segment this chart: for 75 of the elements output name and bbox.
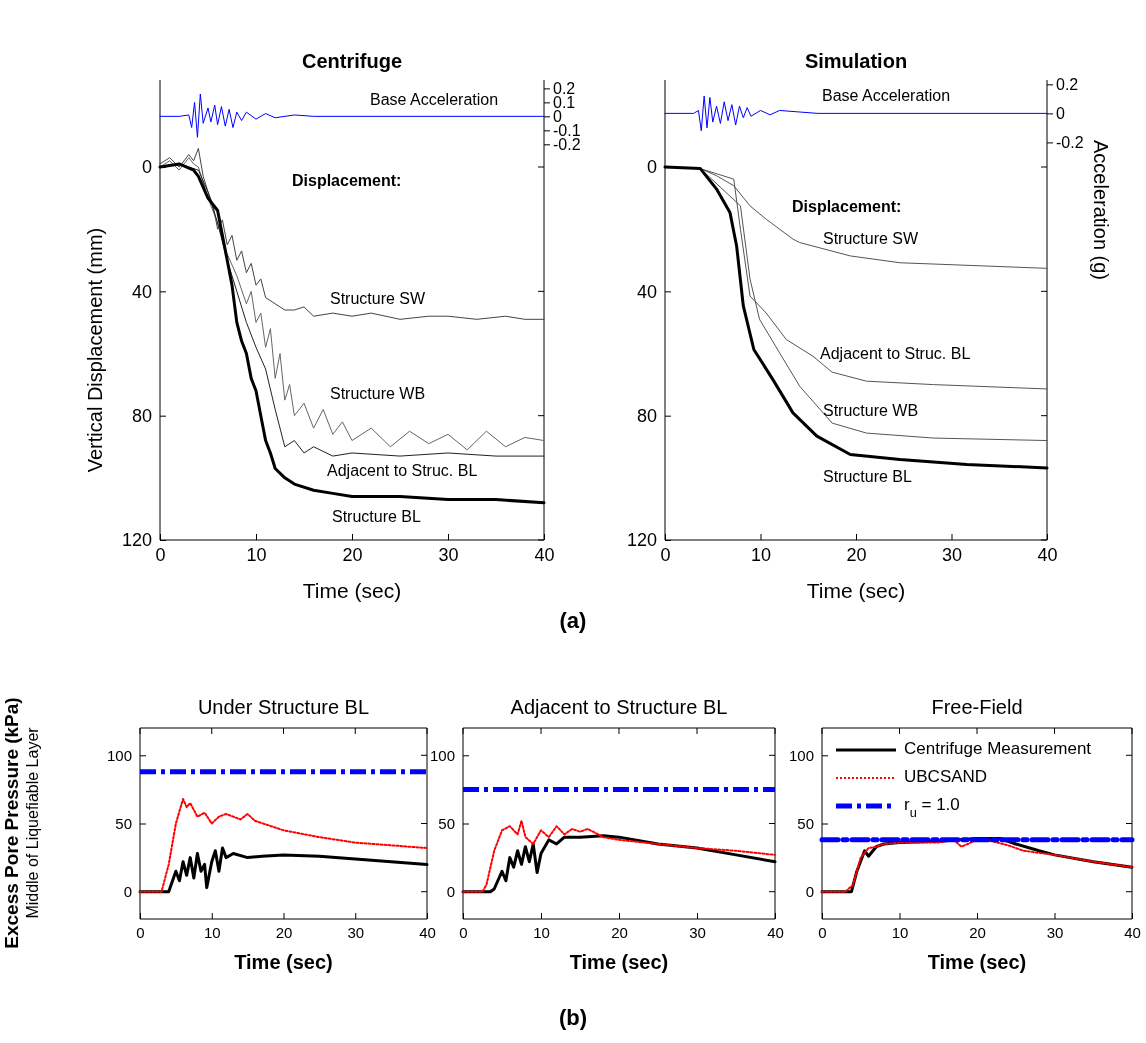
x-tick-label: 10 [533,923,550,941]
x-tick-label: 30 [941,544,963,565]
y-tick-label: 50 [115,814,132,832]
x-axis-title: Time (sec) [569,951,669,973]
x-tick-label: 40 [419,923,436,941]
y-tick-label: 120 [626,530,657,551]
x-tick-label: 0 [459,923,468,941]
x-tick-label: 30 [438,544,459,565]
x-tick-label: 20 [846,544,867,565]
x-tick-label: 30 [347,923,365,941]
y-tick-label: 80 [636,405,657,426]
x-tick-label: 20 [342,544,363,565]
x-tick-label: 0 [155,544,166,565]
x-tick-label: 40 [1037,544,1058,565]
y2-axis-title: Acceleration (g) [1090,139,1112,281]
chart-title: Adjacent to Structure BL [510,696,728,718]
y-tick-label: 50 [438,814,455,832]
y-tick-label: 100 [106,746,132,764]
annotation: Displacement: [792,198,902,215]
x-tick-label: 40 [767,923,784,941]
x-axis-title: Time (sec) [302,579,402,602]
y-axis-title: Vertical Displacement (mm) [84,227,106,473]
chart-title: Centrifuge [302,50,402,72]
y-tick-label: 100 [429,746,455,764]
x-axis-title: Time (sec) [806,579,906,602]
x-tick-label: 10 [750,544,772,565]
y-tick-label: 0 [141,157,152,178]
series-label: Structure BL [332,508,422,526]
x-tick-label: 30 [689,923,706,941]
x-axis-title: Time (sec) [927,951,1027,973]
y-tick-label: 50 [797,814,814,832]
series-label: Structure BL [823,468,913,486]
x-tick-label: 0 [818,923,827,941]
legend-label: UBCSAND [904,767,988,787]
x-tick-label: 40 [534,544,555,565]
legend-label: Centrifuge Measurement [904,739,1092,759]
series-label: Adjacent to Struc. BL [820,345,971,363]
series-label: Base Acceleration [370,91,499,109]
legend-label: r$_{u}$ = 1.0 [904,795,960,820]
y2-tick-label: -0.2 [1056,134,1084,152]
y-tick-label: 0 [446,883,455,901]
y2-tick-label: 0.2 [1056,75,1079,93]
x-tick-label: 10 [203,923,221,941]
series-label: Structure WB [823,402,919,420]
text: (a) [559,608,587,633]
series-label: Adjacent to Struc. BL [327,462,478,480]
series-label: Structure SW [823,230,920,248]
x-tick-label: 40 [1124,923,1141,941]
chart-title: Under Structure BL [197,696,370,718]
series-label: Structure WB [330,385,426,403]
y-tick-label: 0 [646,157,657,178]
annotation: Displacement: [292,172,402,189]
x-tick-label: 10 [246,544,267,565]
y-tick-label: 120 [121,530,152,551]
y-tick-label: 40 [131,281,152,302]
y2-tick-label: 0 [1056,105,1065,122]
chart-title: Free-Field [931,696,1023,718]
y-tick-label: 40 [636,281,657,302]
x-tick-label: 0 [660,544,671,565]
y-tick-label: 80 [131,405,152,426]
text: (b) [558,1005,588,1030]
x-tick-label: 20 [275,923,293,941]
x-tick-label: 20 [611,923,628,941]
y-tick-label: 100 [788,746,814,764]
series-label: Base Acceleration [822,87,951,105]
text: Middle of Liquefiable Layer [24,726,41,919]
y-axis-title: Excess Pore Pressure (kPa) [1,697,22,949]
x-axis-title: Time (sec) [234,951,333,973]
x-tick-label: 10 [891,923,909,941]
series-label: Structure SW [330,290,427,308]
y-tick-label: 0 [123,883,132,901]
x-tick-label: 20 [969,923,986,941]
x-tick-label: 30 [1046,923,1064,941]
y-tick-label: 0 [805,883,814,901]
chart-title: Simulation [804,50,908,72]
